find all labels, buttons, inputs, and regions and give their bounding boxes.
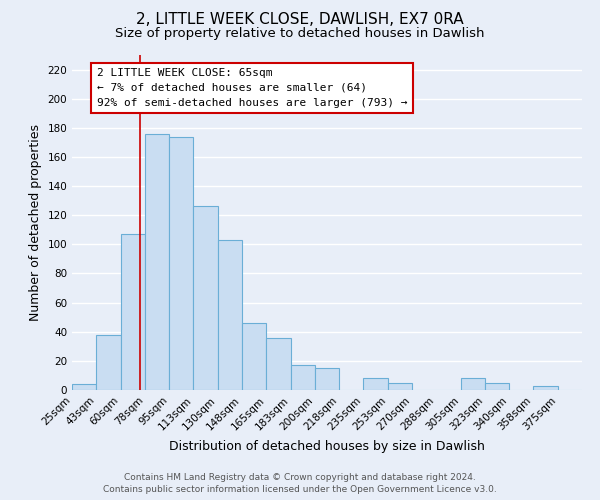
Bar — [96, 334, 121, 390]
Bar — [169, 136, 193, 390]
Text: Size of property relative to detached houses in Dawlish: Size of property relative to detached ho… — [115, 28, 485, 40]
Bar — [266, 338, 290, 390]
Bar — [533, 386, 558, 390]
X-axis label: Distribution of detached houses by size in Dawlish: Distribution of detached houses by size … — [169, 440, 485, 453]
Bar — [461, 378, 485, 390]
Bar — [72, 384, 96, 390]
Bar — [315, 368, 339, 390]
Text: 2, LITTLE WEEK CLOSE, DAWLISH, EX7 0RA: 2, LITTLE WEEK CLOSE, DAWLISH, EX7 0RA — [136, 12, 464, 28]
Bar — [218, 240, 242, 390]
Bar — [485, 382, 509, 390]
Y-axis label: Number of detached properties: Number of detached properties — [29, 124, 42, 321]
Text: 2 LITTLE WEEK CLOSE: 65sqm
← 7% of detached houses are smaller (64)
92% of semi-: 2 LITTLE WEEK CLOSE: 65sqm ← 7% of detac… — [97, 68, 407, 108]
Bar — [242, 323, 266, 390]
Text: Contains HM Land Registry data © Crown copyright and database right 2024.
Contai: Contains HM Land Registry data © Crown c… — [103, 472, 497, 494]
Bar — [290, 365, 315, 390]
Bar — [193, 206, 218, 390]
Bar — [388, 382, 412, 390]
Bar — [145, 134, 169, 390]
Bar — [121, 234, 145, 390]
Bar — [364, 378, 388, 390]
